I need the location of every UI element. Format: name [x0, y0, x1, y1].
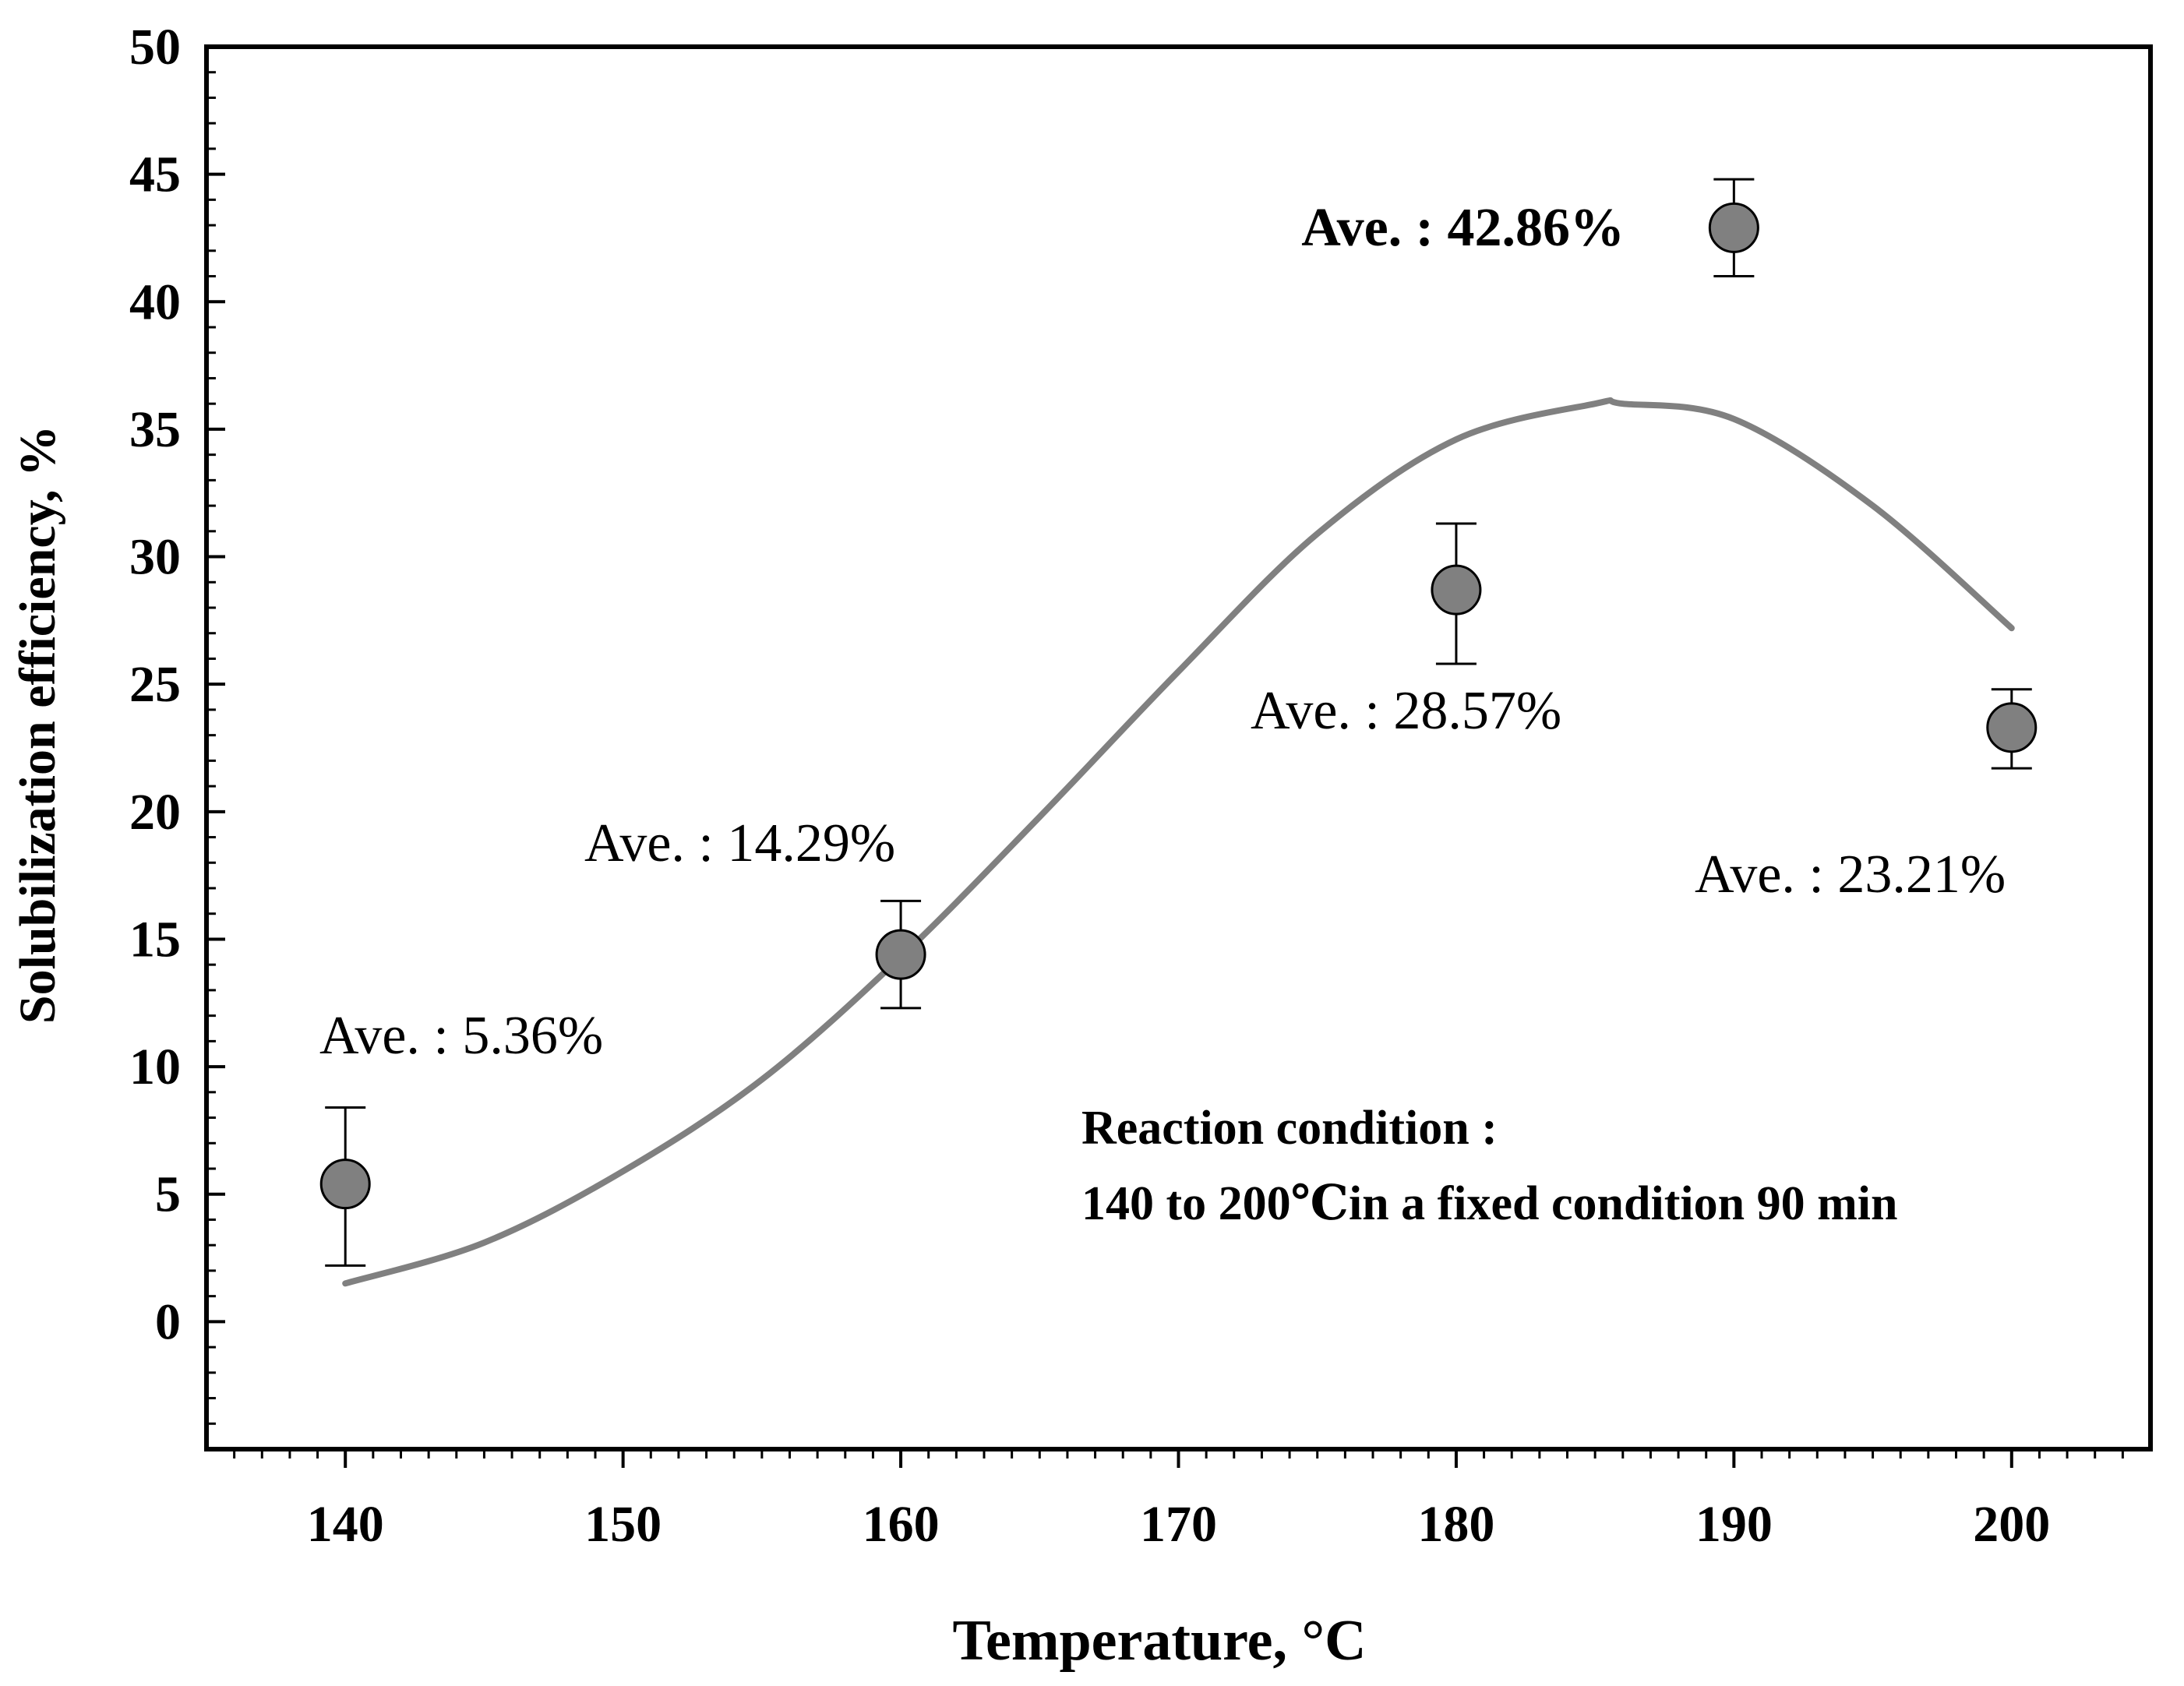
- y-axis-label: Solubilization efficiency, %: [9, 425, 66, 1024]
- data-point-group: Ave. : 14.29%: [584, 813, 926, 1010]
- tick-layer: 0 5 10 15 20 25 30 35 40 45 50 140 150 160 170 180 190 20…: [129, 19, 2124, 1553]
- reaction-condition-title: Reaction condition :: [1081, 1102, 1498, 1155]
- y-tick-label: 50: [129, 19, 181, 76]
- data-label: Ave. : 14.29%: [584, 813, 895, 873]
- y-tick-label: 45: [129, 146, 181, 203]
- y-tick-label: 30: [129, 529, 181, 586]
- x-axis-label: Temperature, °C: [952, 1609, 1366, 1673]
- data-point-group: Ave. : 28.57%: [1251, 522, 1561, 741]
- x-tick-label: 200: [1973, 1496, 2050, 1553]
- x-tick-label: 190: [1695, 1496, 1773, 1553]
- y-tick-label: 40: [129, 273, 181, 330]
- x-tick-label: 140: [307, 1496, 384, 1553]
- data-label: Ave. : 42.86%: [1301, 198, 1625, 258]
- x-tick-label: 160: [863, 1496, 940, 1553]
- reaction-condition-detail: 140 to 200℃in a fixed condition 90 min: [1081, 1177, 1897, 1230]
- fitted-curve: [342, 397, 2015, 1287]
- x-tick-label: 150: [584, 1496, 662, 1553]
- data-label: Ave. : 23.21%: [1695, 845, 2006, 905]
- y-tick-label: 20: [129, 784, 181, 841]
- data-point-marker: [875, 929, 926, 980]
- x-tick-label: 180: [1417, 1496, 1494, 1553]
- data-point-group: Ave. : 5.36%: [319, 1006, 603, 1267]
- y-tick-label: 0: [155, 1293, 181, 1350]
- y-tick-label: 15: [129, 911, 181, 968]
- data-point-marker: [1986, 702, 2038, 753]
- data-label: Ave. : 28.57%: [1251, 681, 1561, 741]
- x-tick-label: 170: [1140, 1496, 1217, 1553]
- y-tick-label: 5: [155, 1166, 181, 1223]
- data-point-marker: [1708, 202, 1759, 253]
- y-tick-label: 10: [129, 1039, 181, 1095]
- y-tick-label: 25: [129, 656, 181, 713]
- plot-layer: Ave. : 5.36% Ave. : 14.29% Ave. : 28.57% Av…: [319, 178, 2038, 1287]
- data-point-group: Ave. : 23.21%: [1695, 688, 2038, 905]
- y-tick-label: 35: [129, 401, 181, 458]
- data-point-marker: [1431, 564, 1482, 615]
- data-point-group: Ave. : 42.86%: [1301, 178, 1759, 278]
- data-point-marker: [319, 1159, 371, 1210]
- data-label: Ave. : 5.36%: [319, 1006, 603, 1066]
